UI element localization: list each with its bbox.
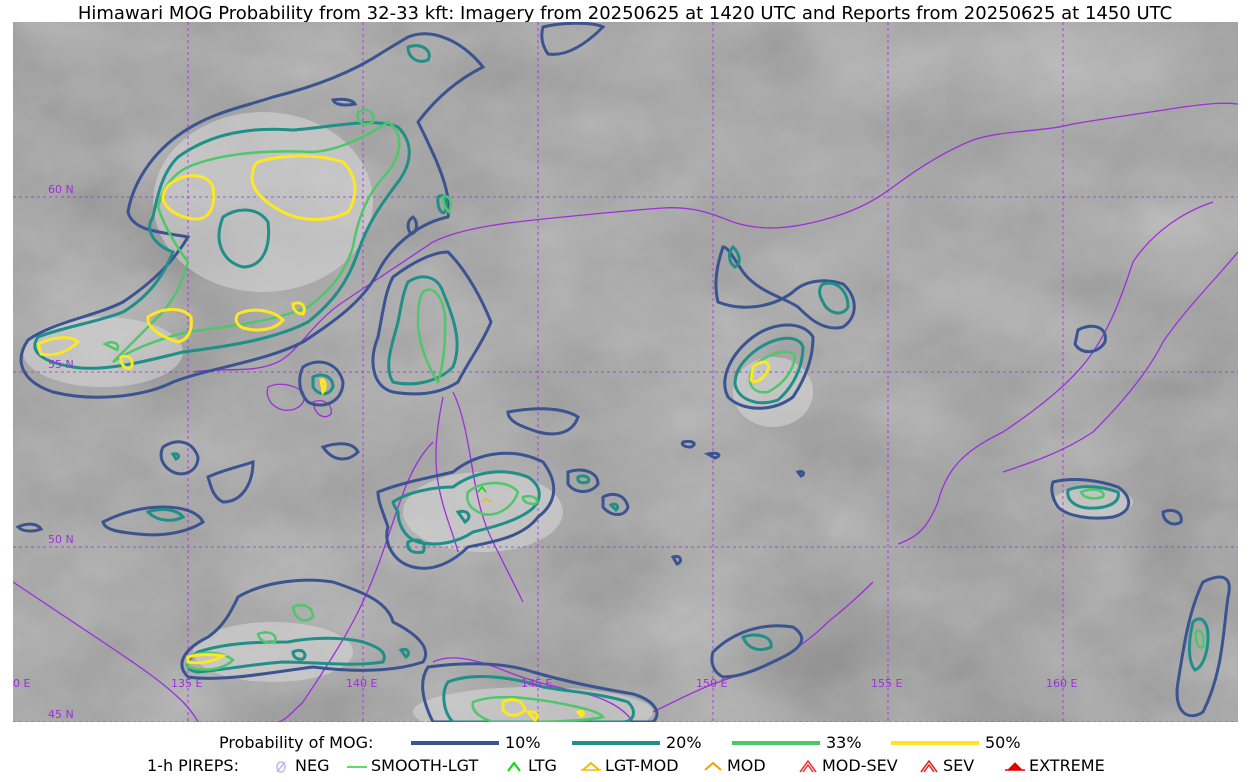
lon-label-160e: 160 E bbox=[1046, 677, 1078, 690]
swatch-20pct bbox=[572, 740, 660, 745]
coastlines bbox=[13, 102, 1238, 722]
lgt-mod-icon bbox=[581, 761, 601, 771]
legend-item-neg: NEG bbox=[270, 756, 329, 775]
legend-label-neg: NEG bbox=[295, 756, 330, 775]
legend-label-smooth-lgt: SMOOTH-LGT bbox=[371, 756, 479, 775]
swatch-33pct bbox=[732, 740, 820, 745]
legend-item-extreme: EXTREME bbox=[1004, 756, 1105, 775]
pirep-legend: 1-h PIREPS: NEG SMOOTH-LGT LTG LGT-MOD M… bbox=[0, 756, 1250, 778]
map-title: Himawari MOG Probability from 32-33 kft:… bbox=[77, 3, 1173, 24]
legend-item-10pct: 10% bbox=[411, 733, 541, 752]
lon-label-145e: 145 E bbox=[521, 677, 553, 690]
extreme-icon bbox=[1005, 761, 1025, 771]
mog-contours-50pct bbox=[36, 154, 771, 722]
legend-item-lgt-mod: LGT-MOD bbox=[580, 756, 679, 775]
pirep-legend-title: 1-h PIREPS: bbox=[147, 756, 239, 775]
lat-label-50n: 50 N bbox=[48, 533, 74, 546]
legend-label-lgt-mod: LGT-MOD bbox=[605, 756, 679, 775]
legend-item-sev: SEV bbox=[918, 756, 974, 775]
legend-label-mod-sev: MOD-SEV bbox=[822, 756, 898, 775]
lat-label-60n: 60 N bbox=[48, 183, 74, 196]
swatch-50pct bbox=[891, 740, 979, 745]
legend-label-20pct: 20% bbox=[666, 733, 702, 752]
probability-legend-title: Probability of MOG: bbox=[219, 733, 374, 752]
ltg-icon bbox=[507, 760, 521, 772]
swatch-10pct bbox=[411, 740, 499, 745]
graticule bbox=[13, 22, 1238, 722]
legend-label-10pct: 10% bbox=[505, 733, 541, 752]
lat-label-45n: 45 N bbox=[48, 708, 74, 721]
lat-label-55n: 55 N bbox=[48, 358, 74, 371]
legend-item-33pct: 33% bbox=[732, 733, 862, 752]
legend-item-ltg: LTG bbox=[503, 756, 557, 775]
legend-item-mod-sev: MOD-SEV bbox=[797, 756, 898, 775]
ltg-pirep-marker bbox=[477, 485, 487, 493]
lon-label-130e: 130 E bbox=[13, 677, 31, 690]
legend-label-ltg: LTG bbox=[528, 756, 557, 775]
lon-label-150e: 150 E bbox=[696, 677, 728, 690]
lon-label-135e: 135 E bbox=[171, 677, 203, 690]
legend-item-smooth-lgt: SMOOTH-LGT bbox=[346, 756, 478, 775]
mod-icon bbox=[704, 761, 722, 771]
probability-legend: Probability of MOG: 10% 20% 33% 50% bbox=[0, 733, 1250, 755]
legend-item-50pct: 50% bbox=[891, 733, 1021, 752]
neg-icon bbox=[276, 760, 286, 773]
lon-label-155e: 155 E bbox=[871, 677, 903, 690]
legend-item-mod: MOD bbox=[702, 756, 766, 775]
mog-contours-10pct bbox=[15, 22, 1231, 722]
lgt-mod-pirep-marker bbox=[480, 498, 492, 503]
satellite-map: 60 N 55 N 50 N 45 N 130 E 135 E 140 E 14… bbox=[13, 22, 1238, 722]
sev-icon bbox=[920, 759, 938, 772]
legend-label-50pct: 50% bbox=[985, 733, 1021, 752]
lon-label-140e: 140 E bbox=[346, 677, 378, 690]
legend-label-mod: MOD bbox=[727, 756, 766, 775]
smooth-lgt-icon bbox=[347, 765, 367, 768]
legend-item-20pct: 20% bbox=[572, 733, 702, 752]
pirep-markers bbox=[477, 485, 492, 503]
mod-sev-icon bbox=[799, 759, 817, 772]
legend-label-extreme: EXTREME bbox=[1029, 756, 1105, 775]
legend-label-33pct: 33% bbox=[826, 733, 862, 752]
legend-label-sev: SEV bbox=[943, 756, 975, 775]
